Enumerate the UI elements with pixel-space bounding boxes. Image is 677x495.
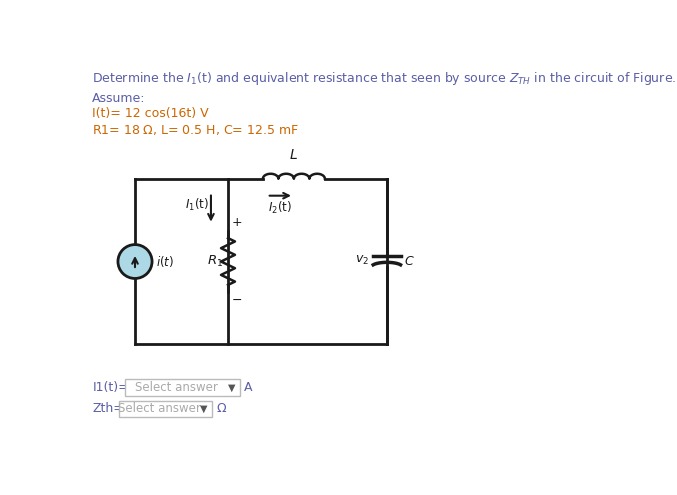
- Text: I1(t)=: I1(t)=: [92, 381, 129, 394]
- Text: A: A: [244, 381, 253, 394]
- FancyBboxPatch shape: [125, 379, 240, 396]
- Text: ▼: ▼: [200, 404, 208, 414]
- Text: $I_1$(t): $I_1$(t): [185, 197, 209, 213]
- FancyBboxPatch shape: [118, 400, 212, 417]
- Text: $v_2$: $v_2$: [355, 253, 369, 266]
- Circle shape: [118, 245, 152, 279]
- Text: Assume:: Assume:: [92, 92, 146, 105]
- Text: Zth=: Zth=: [92, 402, 125, 415]
- Text: I(t)= 12 cos(16t) V: I(t)= 12 cos(16t) V: [92, 107, 209, 120]
- Text: −: −: [232, 294, 242, 307]
- Text: $R_1$: $R_1$: [207, 254, 223, 269]
- Text: Select answer: Select answer: [135, 381, 217, 394]
- Text: $C$: $C$: [404, 255, 414, 268]
- Text: Select answer: Select answer: [118, 402, 200, 415]
- Text: R1= 18 $\Omega$, L= 0.5 H, C= 12.5 mF: R1= 18 $\Omega$, L= 0.5 H, C= 12.5 mF: [92, 123, 299, 137]
- Text: +: +: [232, 216, 242, 229]
- Text: $i(t)$: $i(t)$: [156, 254, 174, 269]
- Text: ▼: ▼: [228, 383, 236, 393]
- Text: $I_2$(t): $I_2$(t): [268, 199, 292, 216]
- Text: Determine the $I_1$(t) and equivalent resistance that seen by source $Z_{TH}$ in: Determine the $I_1$(t) and equivalent re…: [92, 70, 677, 87]
- Text: Ω: Ω: [217, 402, 226, 415]
- Text: $L$: $L$: [290, 148, 299, 162]
